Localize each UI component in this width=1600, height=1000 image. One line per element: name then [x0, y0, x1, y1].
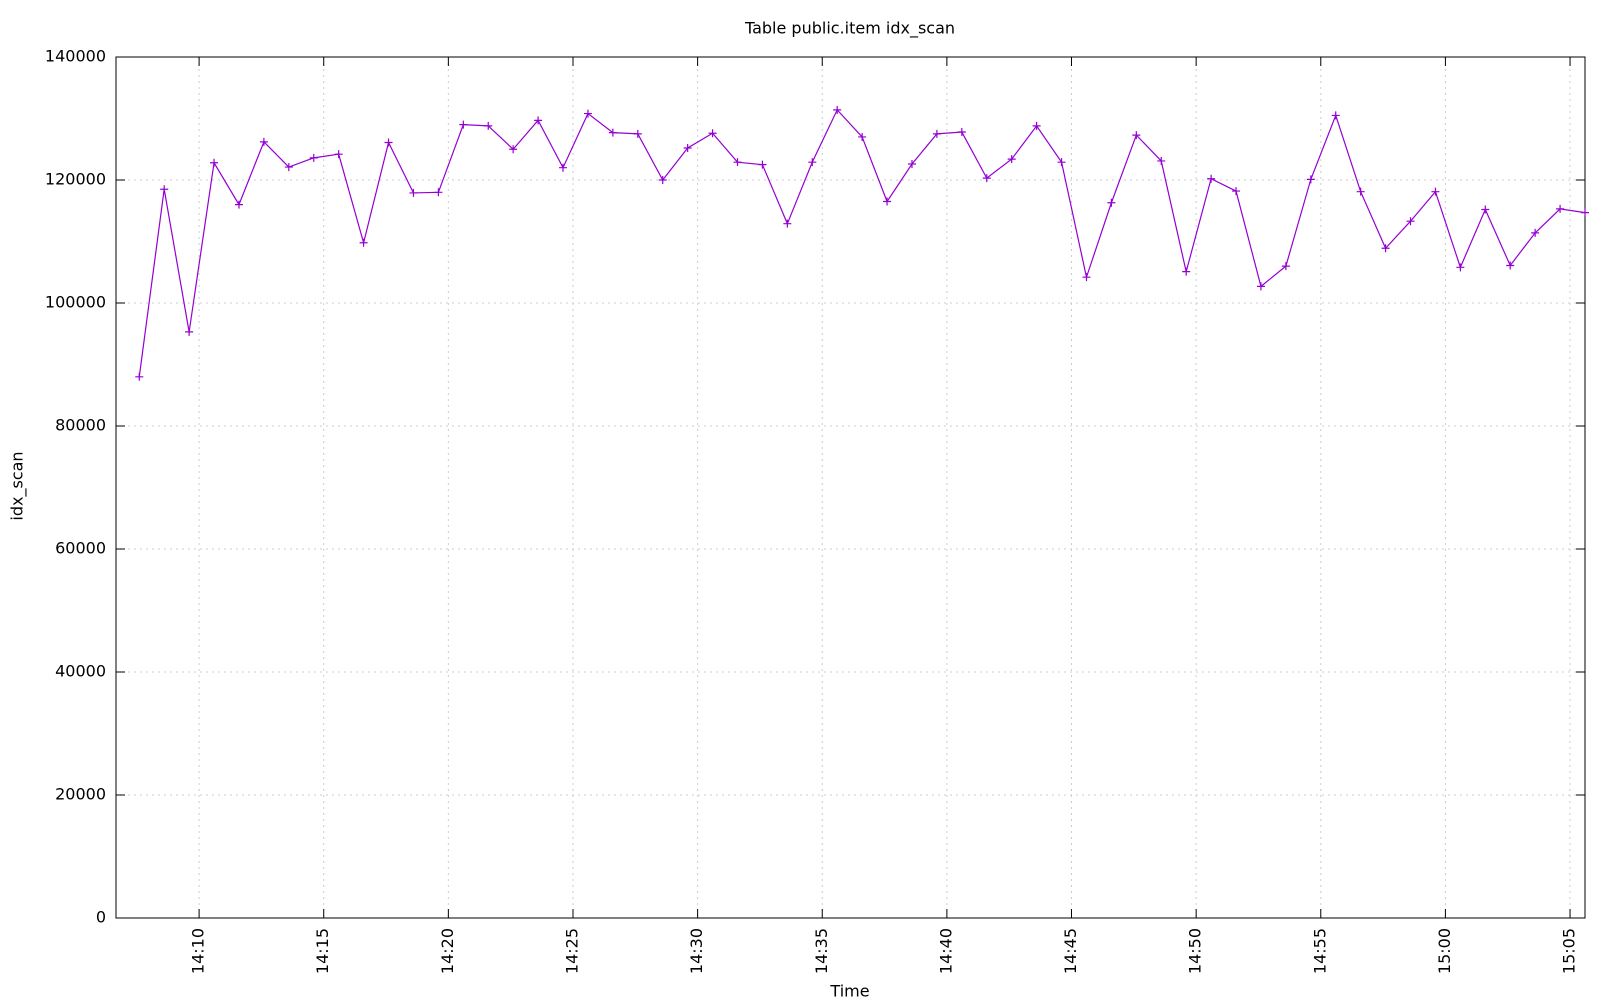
point	[1057, 158, 1066, 167]
series-line	[138, 108, 1586, 377]
y-tick-label: 120000	[45, 170, 106, 189]
point	[1132, 131, 1141, 140]
point	[1431, 187, 1440, 196]
point	[1232, 187, 1241, 196]
y-axis-label: idx_scan	[8, 451, 28, 520]
x-tick-label: 14:30	[687, 928, 706, 974]
point	[583, 109, 592, 118]
point	[160, 185, 169, 194]
point	[1331, 111, 1340, 120]
point	[1556, 204, 1565, 213]
x-tick-label: 14:10	[189, 928, 208, 974]
x-tick-label: 14:35	[812, 928, 831, 974]
point	[733, 158, 742, 167]
x-tick-label: 14:20	[438, 928, 457, 974]
point	[185, 327, 194, 336]
point	[384, 138, 393, 147]
point	[559, 163, 568, 172]
point	[359, 238, 368, 247]
y-tick-label: 20000	[55, 785, 106, 804]
point	[1007, 155, 1016, 164]
point	[334, 150, 343, 159]
point	[1381, 244, 1390, 253]
x-tick-label: 14:40	[936, 928, 955, 974]
y-tick-label: 40000	[55, 662, 106, 681]
point	[309, 153, 318, 162]
y-tick-label: 0	[96, 908, 106, 927]
point	[808, 158, 817, 167]
point	[683, 144, 692, 153]
point	[858, 132, 867, 141]
point	[1032, 121, 1041, 130]
point	[484, 121, 493, 130]
point	[1581, 208, 1589, 217]
point	[259, 137, 268, 146]
point	[1082, 273, 1091, 282]
point	[758, 160, 767, 169]
y-tick-label: 140000	[45, 47, 106, 66]
point	[210, 158, 219, 167]
x-axis-label: Time	[829, 982, 869, 1000]
point	[1356, 187, 1365, 196]
x-tick-label: 15:05	[1560, 928, 1579, 974]
point	[883, 197, 892, 206]
point	[1281, 262, 1290, 271]
point	[234, 200, 243, 209]
point	[1207, 174, 1216, 183]
point	[1107, 198, 1116, 207]
x-tick-label: 14:45	[1061, 928, 1080, 974]
point	[708, 129, 717, 138]
y-tick-label: 100000	[45, 293, 106, 312]
point	[1406, 217, 1415, 226]
chart-title: Table public.item idx_scan	[744, 19, 955, 39]
point	[932, 129, 941, 138]
point	[1306, 175, 1315, 184]
point	[957, 128, 966, 137]
point	[1256, 282, 1265, 291]
point	[509, 145, 518, 154]
point	[907, 160, 916, 169]
point	[1506, 261, 1515, 270]
point	[1531, 228, 1540, 237]
x-tick-label: 14:50	[1186, 928, 1205, 974]
point	[982, 174, 991, 183]
point	[658, 176, 667, 184]
y-tick-label: 80000	[55, 416, 106, 435]
x-tick-label: 14:55	[1310, 928, 1329, 974]
point	[1456, 263, 1465, 272]
point	[608, 128, 617, 137]
point	[135, 372, 144, 381]
point	[459, 120, 468, 129]
point	[1481, 205, 1490, 214]
point	[434, 188, 443, 197]
x-tick-label: 15:00	[1435, 928, 1454, 974]
point	[1157, 156, 1166, 165]
plot-frame	[115, 56, 1586, 919]
x-tick-label: 14:25	[562, 928, 581, 974]
point	[409, 188, 418, 197]
point	[783, 219, 792, 228]
y-tick-label: 60000	[55, 539, 106, 558]
point	[1182, 267, 1191, 276]
point	[534, 116, 543, 125]
point	[633, 129, 642, 138]
x-tick-label: 14:15	[313, 928, 332, 974]
point	[284, 163, 293, 172]
point	[833, 105, 842, 114]
